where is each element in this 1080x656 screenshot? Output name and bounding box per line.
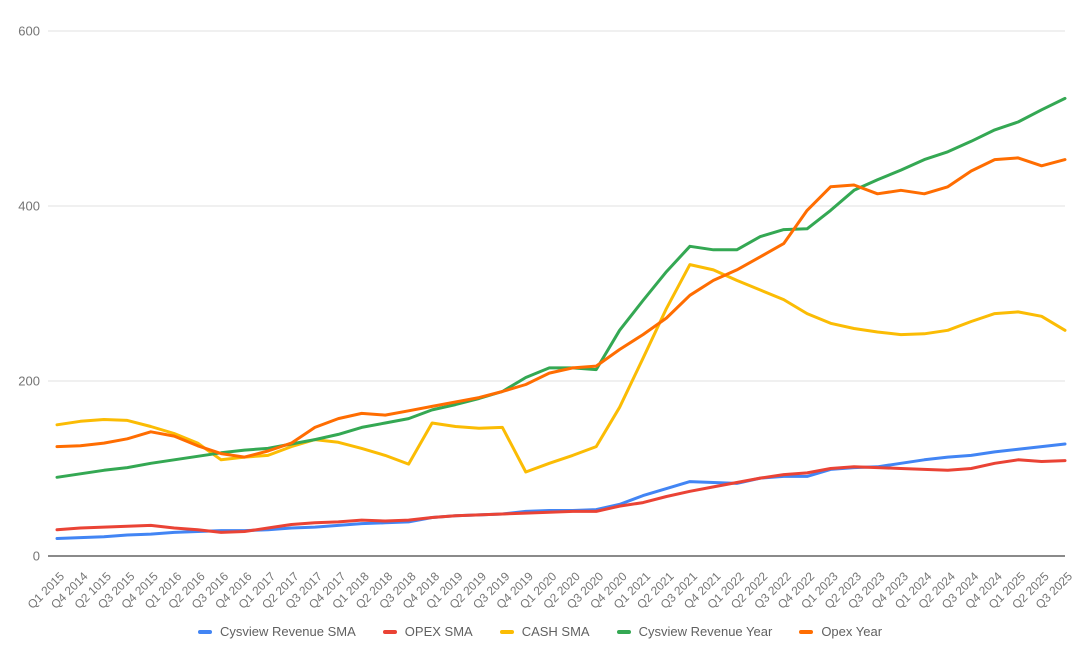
y-axis-tick-label: 400 [18,199,40,214]
legend-item-cysview-revenue-year[interactable]: Cysview Revenue Year [616,624,773,639]
chart-legend: Cysview Revenue SMA OPEX SMA CASH SMA Cy… [0,624,1080,639]
legend-label: CASH SMA [521,624,590,639]
series-line-opex-year [55,156,1067,459]
legend-label: Cysview Revenue SMA [219,624,356,639]
legend-item-cash-sma[interactable]: CASH SMA [499,624,590,639]
legend-label: Cysview Revenue Year [638,624,773,639]
legend-item-cysview-revenue-sma[interactable]: Cysview Revenue SMA [197,624,356,639]
legend-label: OPEX SMA [404,624,473,639]
legend-item-opex-sma[interactable]: OPEX SMA [382,624,473,639]
series-line-cysview-revenue-year [55,96,1067,479]
y-axis-tick-label: 0 [33,549,40,564]
series-line-opex-sma [55,458,1067,534]
legend-item-opex-year[interactable]: Opex Year [799,624,882,639]
legend-swatch-red-icon [382,629,397,634]
legend-swatch-orange-icon [799,629,814,634]
legend-swatch-green-icon [616,629,631,634]
legend-swatch-blue-icon [197,629,212,634]
y-axis-tick-label: 600 [18,24,40,39]
legend-swatch-yellow-icon [499,629,514,634]
legend-label: Opex Year [821,624,883,639]
series-line-cash-sma [55,263,1067,474]
y-axis-tick-label: 200 [18,374,40,389]
